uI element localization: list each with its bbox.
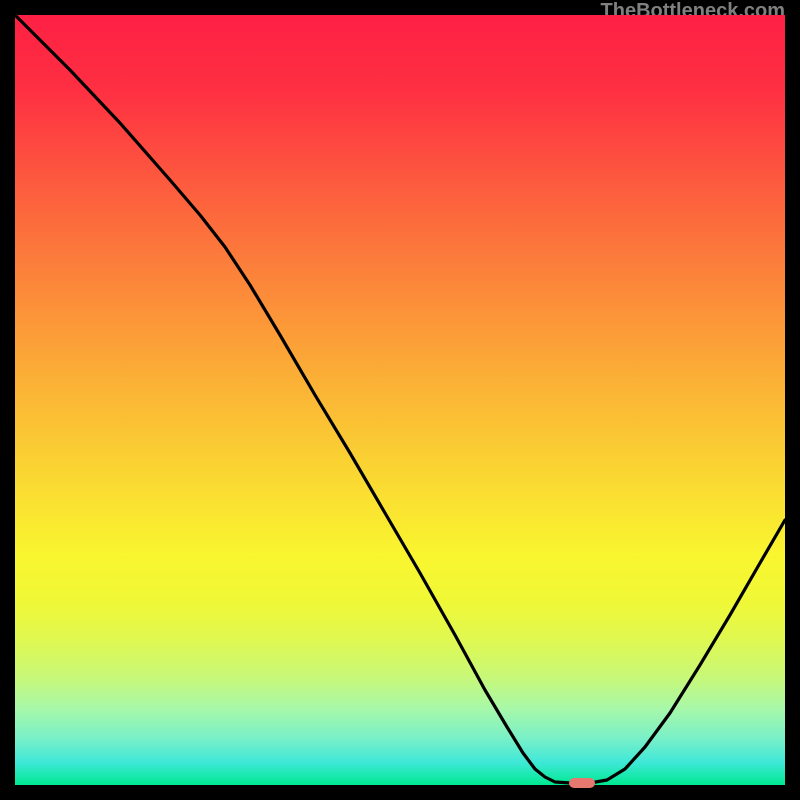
plot-svg bbox=[15, 15, 785, 785]
chart-container: TheBottleneck.com bbox=[0, 0, 800, 800]
plot-area bbox=[15, 15, 785, 785]
bottleneck-marker bbox=[569, 778, 595, 788]
